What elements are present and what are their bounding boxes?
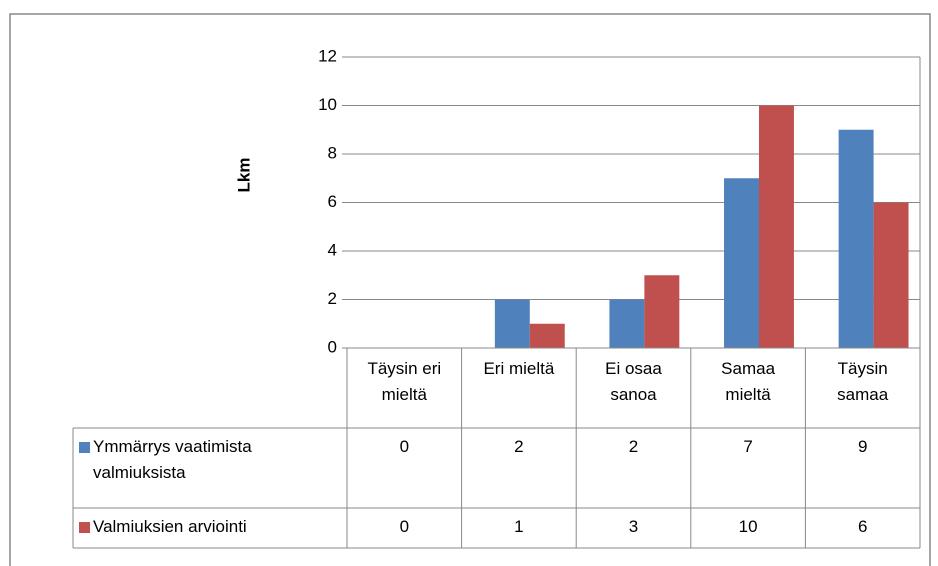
y-axis-title: Lkm [234, 158, 253, 193]
y-tick-label: 10 [318, 95, 337, 114]
table-value: 0 [399, 517, 410, 536]
chart-border [9, 13, 931, 566]
bar [644, 275, 680, 348]
y-tick-label: 2 [328, 289, 337, 308]
table-value: 10 [738, 517, 758, 536]
table-value: 2 [628, 437, 639, 456]
legend-key [79, 522, 90, 533]
bar [873, 202, 909, 348]
bar [494, 299, 530, 348]
y-tick-label: 6 [328, 192, 337, 211]
bar [838, 129, 874, 348]
legend-label: Ymmärrys vaatimista valmiuksista [93, 437, 252, 482]
table-value: 6 [857, 517, 868, 536]
table-value: 7 [743, 437, 753, 456]
table-value: 0 [399, 437, 410, 456]
bar [609, 299, 645, 348]
table-value: 3 [628, 517, 639, 536]
legend-key [79, 442, 90, 453]
bar [724, 178, 759, 348]
y-tick-label: 8 [328, 143, 337, 162]
category-label: Eri mieltä [483, 359, 555, 378]
legend-label: Valmiuksien arviointi [93, 517, 247, 536]
y-tick-label: 12 [318, 46, 337, 65]
category-label: Täysin eri mieltä [367, 359, 442, 404]
category-label: Täysin samaa [837, 359, 889, 404]
category-label: Samaa mieltä [721, 359, 776, 404]
bar [529, 323, 565, 348]
table-value: 2 [514, 437, 524, 456]
category-label: Ei osaa sanoa [605, 359, 662, 404]
table-value: 9 [857, 437, 868, 456]
y-tick-label: 0 [328, 337, 337, 356]
y-tick-label: 4 [328, 240, 337, 259]
bar [758, 105, 794, 348]
table-value: 1 [514, 517, 524, 536]
